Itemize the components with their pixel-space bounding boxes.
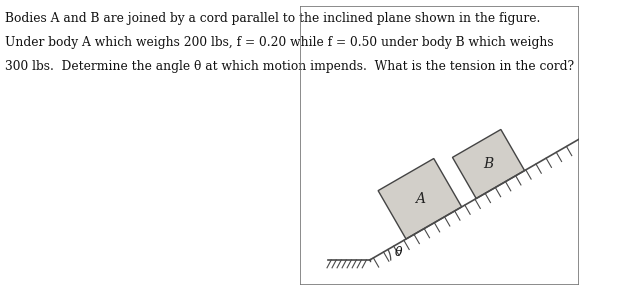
- Text: B: B: [484, 157, 494, 171]
- Polygon shape: [378, 158, 462, 239]
- Text: Under body A which weighs 200 lbs, f = 0.20 while f = 0.50 under body B which we: Under body A which weighs 200 lbs, f = 0…: [5, 36, 554, 49]
- Text: Bodies A and B are joined by a cord parallel to the inclined plane shown in the : Bodies A and B are joined by a cord para…: [5, 12, 541, 24]
- Polygon shape: [452, 129, 524, 198]
- Text: θ: θ: [394, 246, 402, 259]
- Text: A: A: [415, 192, 425, 206]
- Text: 300 lbs.  Determine the angle θ at which motion impends.  What is the tension in: 300 lbs. Determine the angle θ at which …: [5, 60, 574, 73]
